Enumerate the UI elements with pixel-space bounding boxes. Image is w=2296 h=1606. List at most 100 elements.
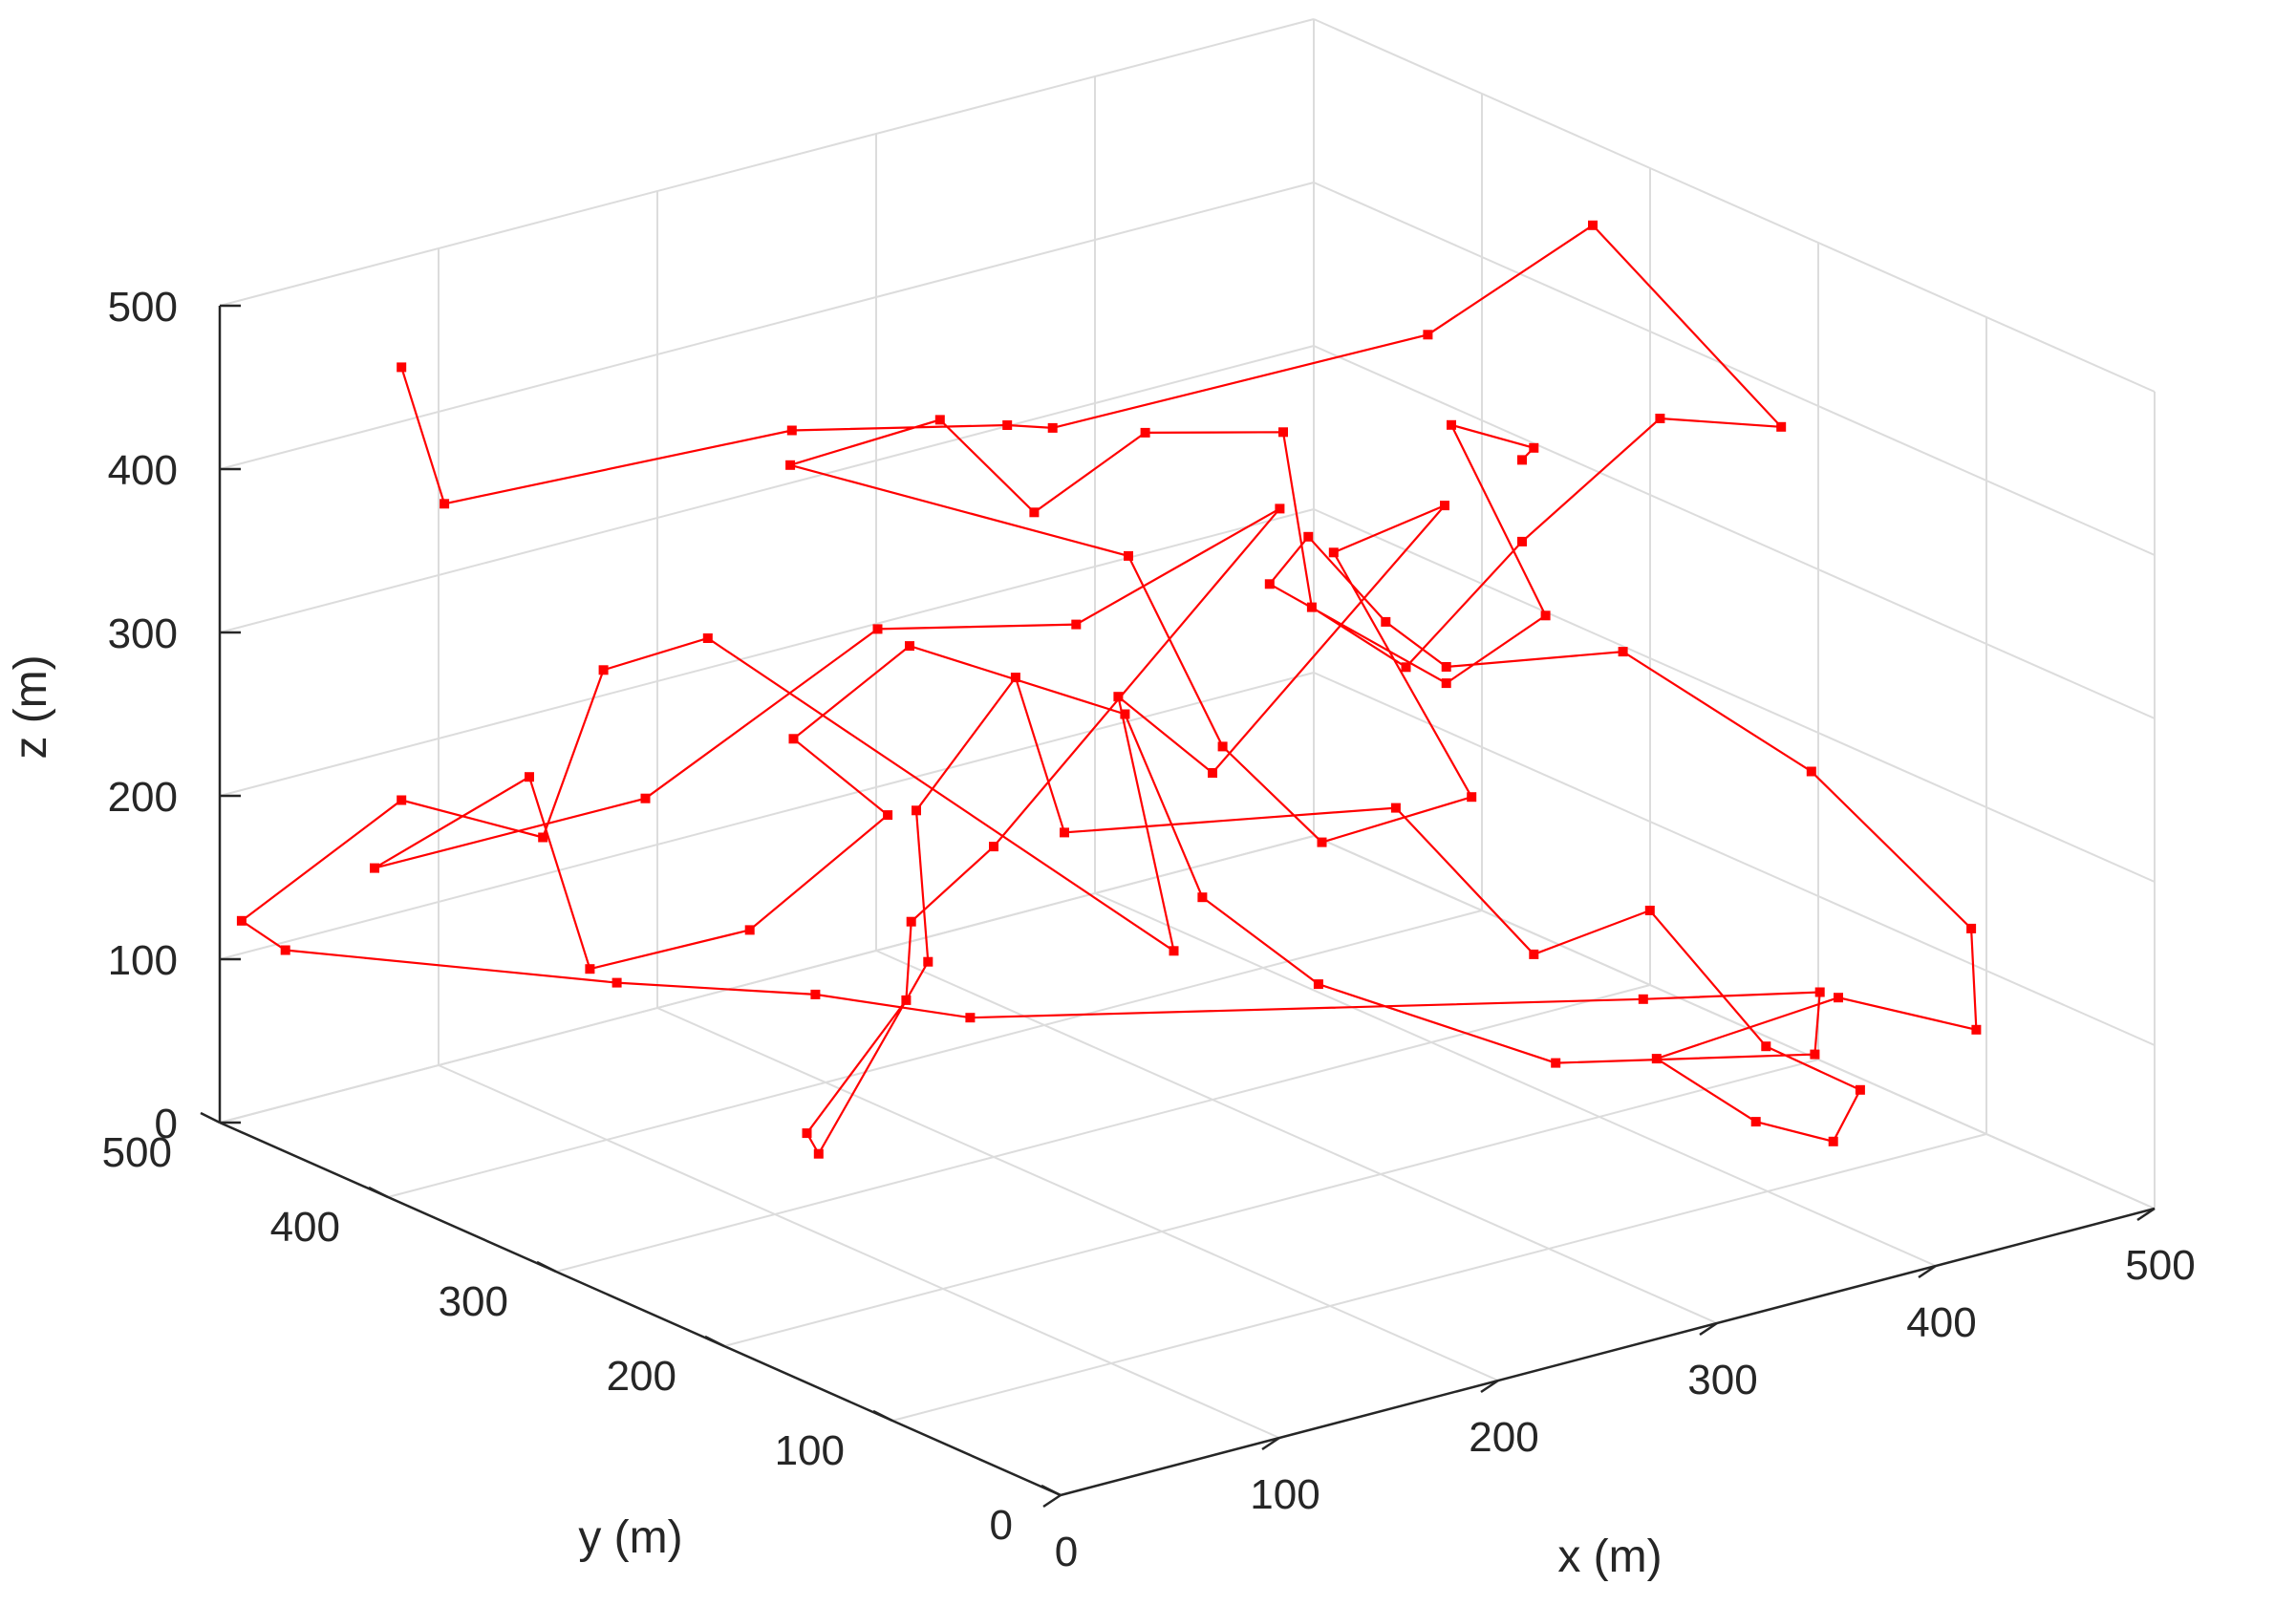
data-point [640,793,651,803]
grid-lines [219,18,2156,1496]
grid-line-floor-x [656,1007,1499,1381]
x-tick-label: 500 [2125,1242,2195,1289]
z-axis-title: z (m) [6,654,56,759]
data-point [906,916,916,927]
data-point [1810,1049,1820,1060]
data-point [1467,792,1477,803]
x-tick-label: 400 [1906,1299,1976,1346]
grid-line-sidewall-z [1313,508,2156,883]
data-point [598,665,609,675]
x-tick-mark [1480,1379,1499,1394]
grid-line-backwall-z [219,18,1315,307]
data-point [1390,803,1401,813]
x-axis-title: x (m) [1557,1531,1662,1582]
data-point [1306,602,1317,612]
grid-line-floor-x [438,1064,1280,1439]
data-point [1264,579,1275,589]
data-point [1124,550,1133,561]
data-point [1303,531,1314,542]
data-point [1169,946,1179,956]
data-point [802,1128,812,1139]
data-point [1217,741,1228,752]
data-point [1002,420,1013,430]
x-tick-label: 0 [1055,1529,1078,1575]
data-point [1529,442,1539,453]
data-point [538,832,548,843]
data-point [1029,507,1040,518]
grid-line-backwall-z [219,835,1315,1124]
z-tick-label: 500 [108,284,178,331]
x-tick-mark [2136,1207,2156,1222]
x-tick-label: 300 [1687,1357,1757,1403]
data-point [786,425,797,436]
axis-titles: z (m) y (m) x (m) [6,654,1663,1582]
data-point [1638,994,1648,1004]
data-point [1588,220,1598,230]
data-point [1971,1024,1982,1035]
data-point [872,624,883,634]
y-tick-mark [704,1335,725,1348]
x-tick-label: 200 [1469,1414,1538,1461]
data-point [912,805,921,816]
data-point [236,915,247,926]
data-point [702,633,713,643]
tick-labels: 0100200300400500010020030040050001002003… [102,284,2196,1575]
data-point [901,995,912,1005]
data-point [1113,692,1124,702]
x-tick-mark [1699,1321,1718,1337]
data-point [1208,768,1217,778]
data-point [1529,949,1539,959]
data-point [1447,419,1456,430]
data-point [1423,330,1433,340]
data-point [1655,414,1665,423]
z-tick-label: 200 [108,774,178,821]
data-point [1317,837,1327,847]
x-tick-mark [1918,1264,1937,1279]
data-point [965,1013,976,1023]
y-tick-label: 0 [990,1502,1013,1549]
grid-line-floor-y [387,910,1483,1198]
grid-line-floor-y [891,1133,1987,1422]
data-point [585,964,595,974]
data-point [397,795,407,805]
data-point [1071,619,1082,630]
data-point [883,810,893,821]
data-point [1120,709,1130,719]
y-tick-mark [872,1409,893,1423]
data-point [440,499,450,509]
axes [200,304,2156,1509]
data-point [1966,923,1977,933]
data-point [612,977,622,988]
data-point [1275,503,1285,514]
series-path [236,220,1982,1159]
x-tick-mark [1261,1436,1280,1451]
data-point [397,362,407,373]
data-point [1401,662,1411,673]
data-point [1750,1117,1761,1127]
y-tick-label: 100 [775,1427,845,1474]
data-point [1540,610,1551,621]
y-tick-mark [368,1186,389,1199]
data-point [989,842,998,852]
grid-line-sidewall-z [1313,672,2156,1046]
data-point [785,460,796,470]
data-point [1278,427,1288,438]
grid-line-sidewall-z [1313,18,2156,393]
data-point [1441,678,1451,689]
data-point [1814,987,1825,997]
data-point [1313,979,1323,990]
grid-line-sidewall-z [1313,835,2156,1210]
data-point [1651,1054,1662,1064]
data-point [1806,766,1816,777]
x-tick-label: 100 [1250,1471,1320,1518]
data-point [1517,536,1527,546]
data-point [810,989,821,999]
data-point [1761,1041,1771,1052]
z-tick-label: 300 [108,610,178,657]
y-tick-mark [536,1260,557,1274]
data-point [1551,1058,1561,1068]
data-point [1855,1084,1865,1095]
grid-line-sidewall-z [1313,345,2156,719]
grid-line-backwall-z [219,345,1315,633]
data-point [1828,1136,1838,1146]
